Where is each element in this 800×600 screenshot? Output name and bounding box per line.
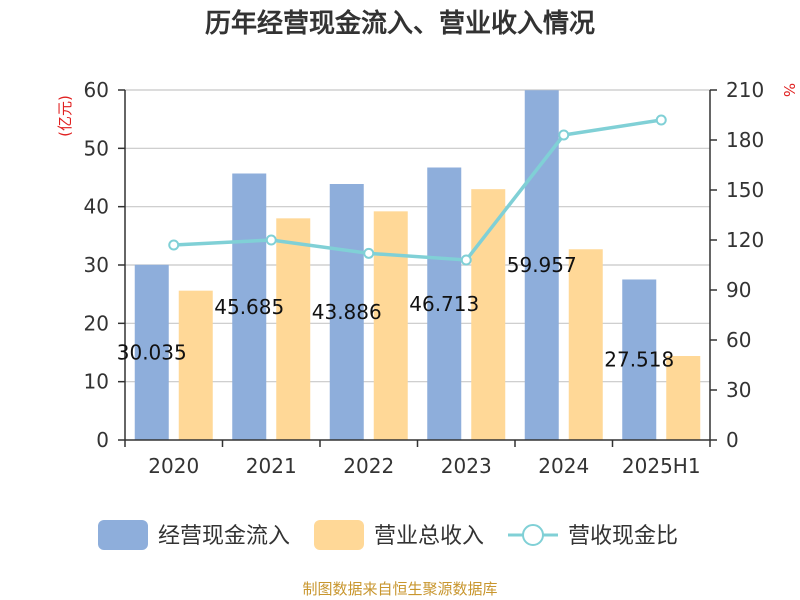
y-right-tick-label: 150 — [726, 178, 764, 202]
y-left-tick-label: 10 — [84, 370, 109, 394]
legend-label: 营业总收入 — [374, 524, 484, 549]
legend-swatch — [314, 520, 364, 550]
y-right-tick-label: 90 — [726, 278, 751, 302]
legend: 经营现金流入 营业总收入 营收现金比 — [98, 520, 678, 550]
line-point-2021 — [265, 234, 277, 246]
y-left-tick-label: 50 — [84, 136, 109, 160]
x-tick-label: 2021 — [246, 454, 297, 478]
line-营收现金比 — [173, 118, 662, 262]
bar-营业总收入-2024 — [568, 249, 603, 440]
bar-data-label: 59.957 — [507, 253, 577, 277]
x-tick-label: 2020 — [148, 454, 199, 478]
x-tick-label: 2022 — [343, 454, 394, 478]
x-tick-label: 2025H1 — [622, 454, 701, 478]
y-right-tick-label: 0 — [726, 428, 739, 452]
y-left-tick-label: 0 — [96, 428, 109, 452]
bar-data-label: 43.886 — [312, 300, 382, 324]
legend-marker — [522, 524, 544, 546]
y-left-tick-label: 60 — [84, 78, 109, 102]
y-left-tick-label: 30 — [84, 253, 109, 277]
bar-经营现金流入-2021 — [232, 173, 267, 441]
bar-营业总收入-2025H1 — [666, 356, 701, 440]
legend-swatch — [98, 520, 148, 550]
y-right-tick-label: 60 — [726, 328, 751, 352]
legend-label: 经营现金流入 — [158, 524, 290, 549]
bar-经营现金流入-2023 — [427, 167, 462, 440]
line-point-2023 — [460, 254, 472, 266]
y-right-unit: % — [780, 83, 798, 97]
bar-data-label: 45.685 — [214, 295, 284, 319]
line-series — [168, 114, 667, 266]
x-tick-label: 2023 — [441, 454, 492, 478]
legend-label: 营收现金比 — [568, 524, 678, 549]
line-point-2022 — [363, 247, 375, 259]
y-left-tick-label: 20 — [84, 311, 109, 335]
bar-营业总收入-2021 — [276, 218, 311, 440]
bar-data-label: 27.518 — [604, 348, 674, 372]
data-labels: 30.035 45.685 43.886 46.713 59.957 27.518 — [117, 253, 674, 372]
bar-营业总收入-2022 — [373, 211, 408, 440]
y-left-unit: (亿元) — [56, 95, 74, 137]
y-right-tick-label: 120 — [726, 228, 764, 252]
line-point-2025H1 — [655, 114, 667, 126]
source-note: 制图数据来自恒生聚源数据库 — [302, 580, 497, 598]
chart-title: 历年经营现金流入、营业收入情况 — [205, 8, 595, 39]
bar-data-label: 46.713 — [409, 292, 479, 316]
axes: 0 10 20 30 40 50 60 0 30 60 90 120 150 180 210 2020 2021… — [84, 78, 765, 478]
y-right-tick-label: 180 — [726, 128, 764, 152]
bar-经营现金流入-2022 — [329, 183, 364, 440]
x-tick-label: 2024 — [538, 454, 589, 478]
bar-data-label: 30.035 — [117, 340, 187, 364]
y-right-tick-label: 30 — [726, 378, 751, 402]
bar-经营现金流入-2025H1 — [622, 279, 657, 440]
bars — [134, 90, 701, 441]
y-left-tick-label: 40 — [84, 195, 109, 219]
y-right-tick-label: 210 — [726, 78, 764, 102]
bar-经营现金流入-2020 — [134, 264, 169, 440]
bar-营业总收入-2020 — [178, 290, 213, 440]
line-point-2024 — [558, 129, 570, 141]
grid — [125, 89, 710, 383]
line-point-2020 — [168, 239, 180, 251]
